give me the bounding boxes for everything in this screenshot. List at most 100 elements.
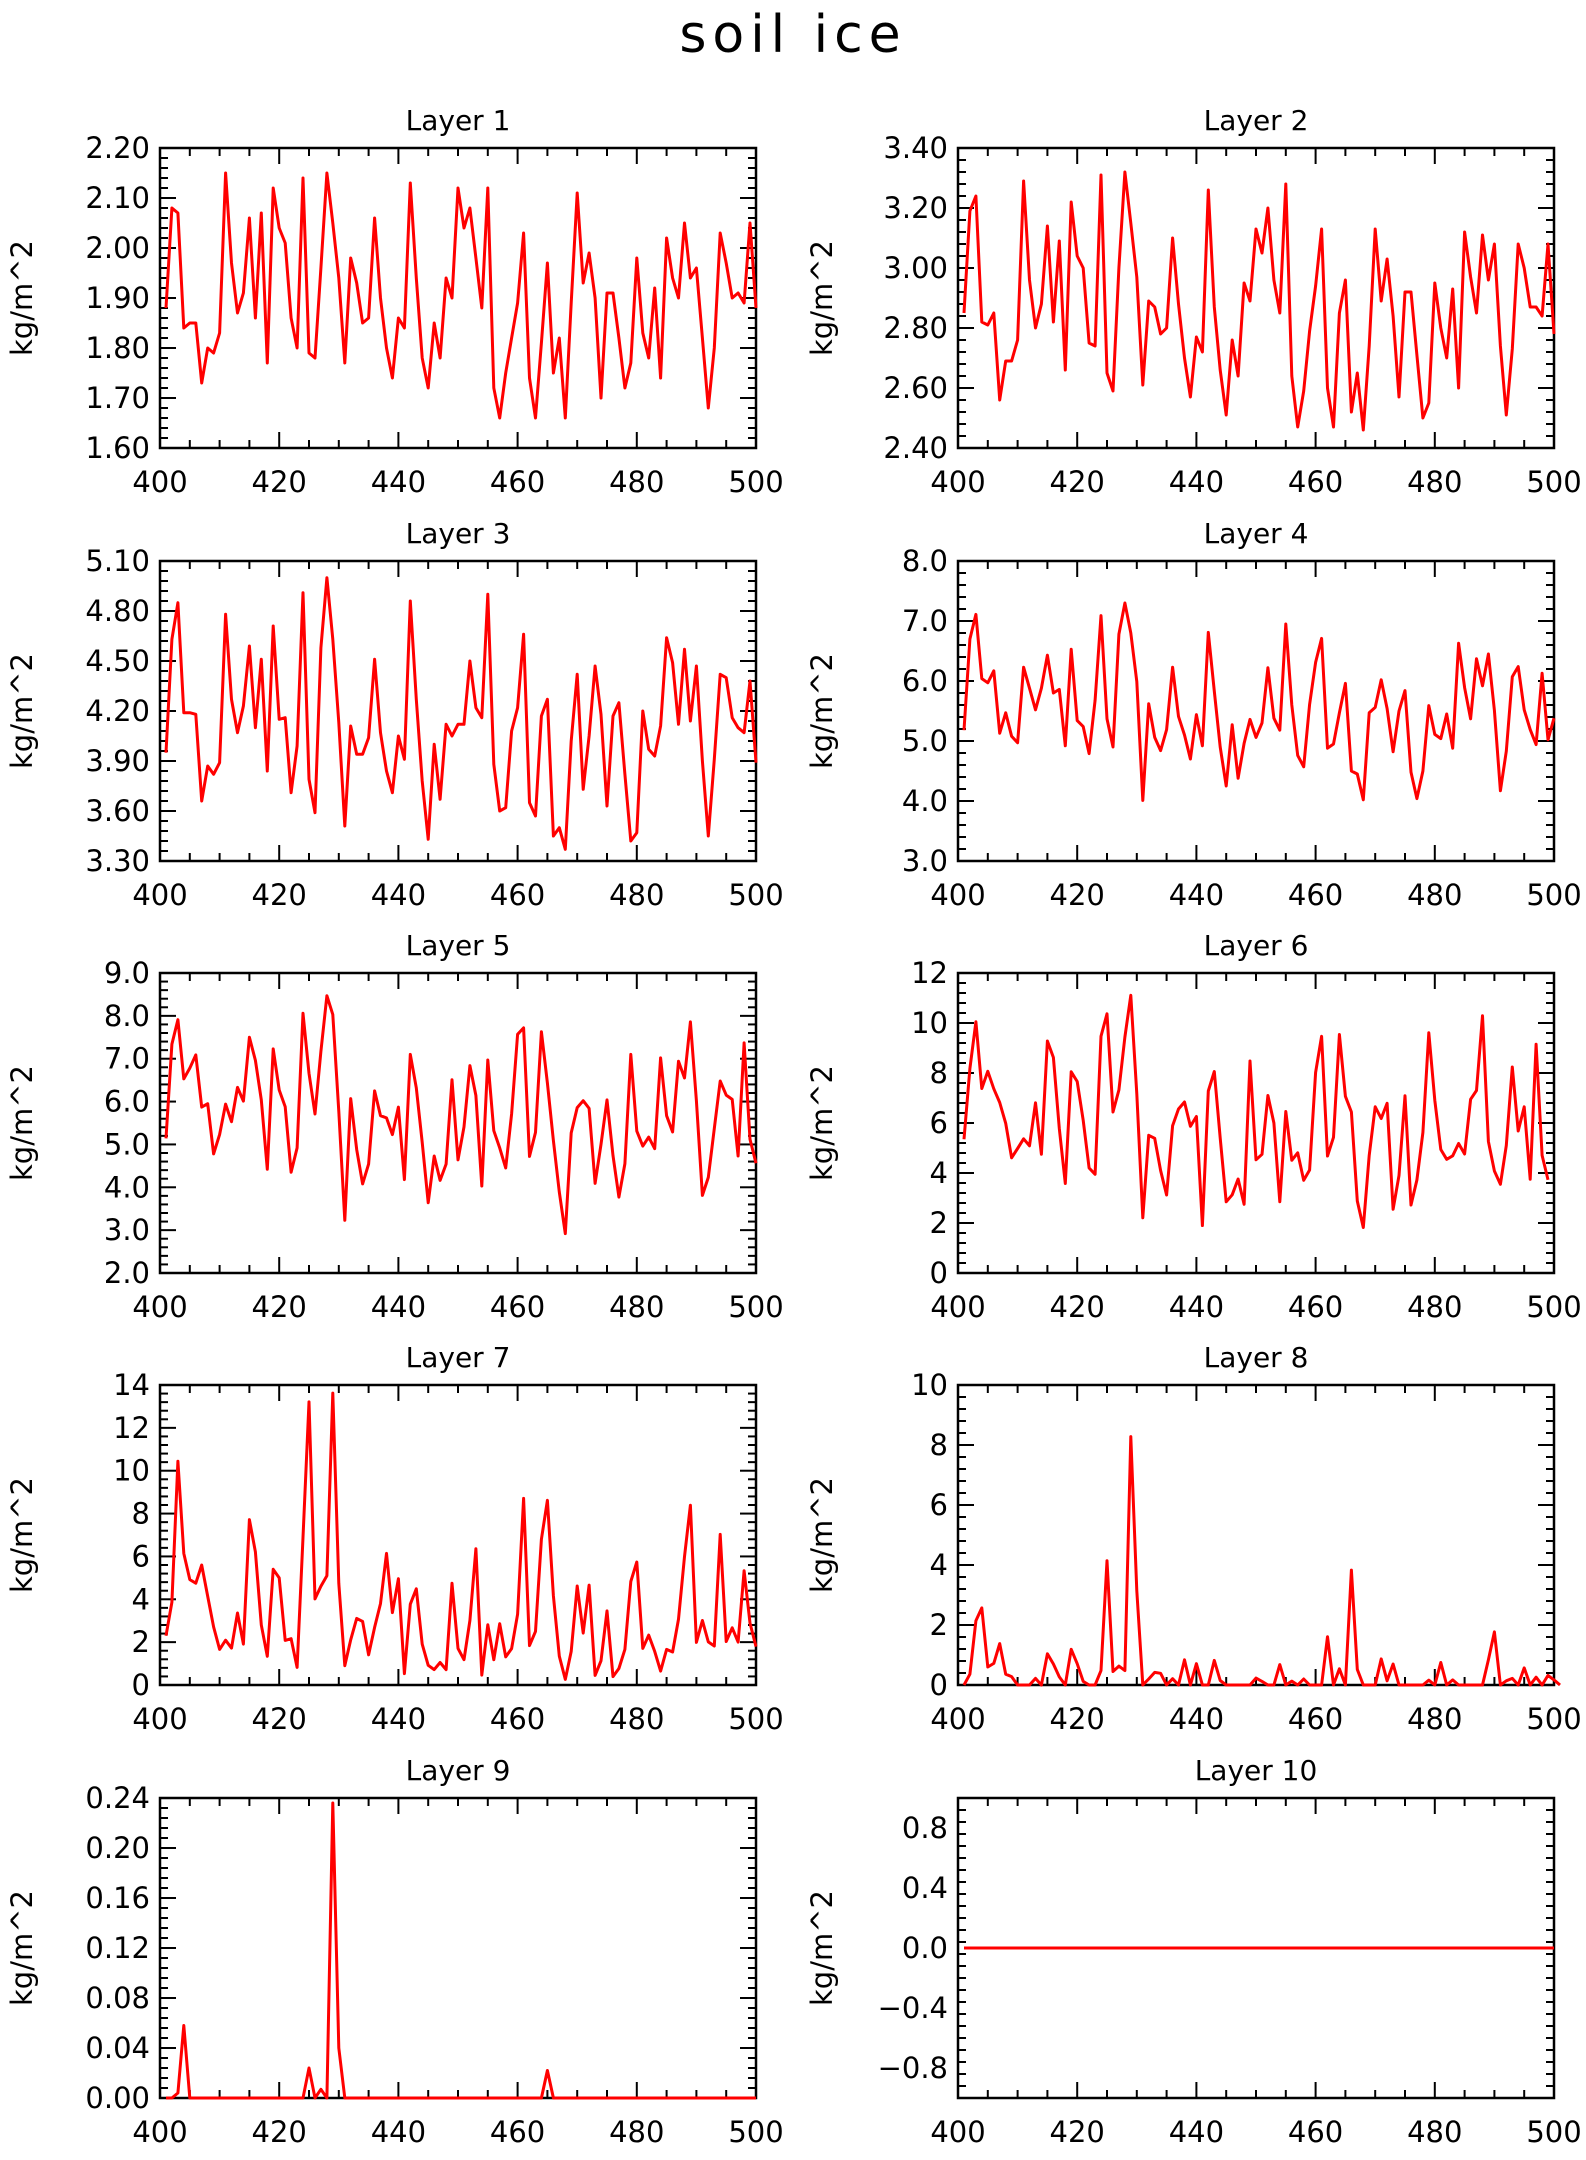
panel-4: Layer 4 400 420 440 460 480 500 3.0 4.0 5.0 6.0 7.0… [805,517,1582,912]
x-tick-label: 460 [1288,878,1343,912]
x-tick-label: 420 [1050,2115,1105,2149]
series-line [962,993,1550,1229]
x-tick-label: 420 [1050,878,1105,912]
x-tick-label: 400 [132,2115,187,2149]
panel-title: Layer 7 [406,1341,511,1374]
y-tick-label: 0.16 [85,1881,150,1915]
x-tick-label: 480 [1407,1290,1462,1324]
panel-1: Layer 1 400 420 440 460 480 500 1.60 1.70 1.80 1.9… [5,104,784,499]
x-tick-label: 480 [609,465,664,499]
x-tick-label: 500 [728,1290,783,1324]
y-tick-label: 2.80 [883,311,948,345]
x-tick-label: 440 [1169,465,1224,499]
panel-8: Layer 8 400 420 440 460 480 500 0 2 4 6 8 10 kg/m^2 [805,1341,1582,1736]
y-axis-label: kg/m^2 [5,653,39,769]
y-tick-label: 3.60 [85,794,150,828]
y-tick-label: 10 [911,1006,948,1040]
y-tick-label: 6.0 [104,1085,150,1119]
x-tick-label: 460 [490,1290,545,1324]
x-tick-label: 480 [609,1702,664,1736]
y-tick-label: 8.0 [104,999,150,1033]
series-line [962,170,1556,432]
y-tick-label: 2 [132,1625,150,1659]
x-tick-label: 480 [609,1290,664,1324]
x-tick-label: 440 [371,878,426,912]
x-tick-label: 400 [930,2115,985,2149]
x-tick-label: 440 [371,1702,426,1736]
y-tick-label: −0.4 [878,1991,948,2025]
y-tick-label: 4.0 [104,1170,150,1204]
series-line [164,994,758,1236]
y-tick-label: 5.0 [104,1127,150,1161]
y-axis-label: kg/m^2 [805,1065,839,1181]
y-tick-label: 4 [132,1582,150,1616]
x-tick-label: 440 [1169,1702,1224,1736]
y-tick-label: 2.00 [85,231,150,265]
plot-frame [956,146,1556,450]
x-tick-label: 420 [252,2115,307,2149]
y-tick-label: 0.8 [902,1811,948,1845]
panel-10: Layer 10 400 420 440 460 480 500 −0.8 −0.4 0.0 0.4… [805,1754,1582,2149]
y-tick-label: 2 [930,1206,948,1240]
x-tick-label: 420 [1050,1702,1105,1736]
y-tick-label: 0.0 [902,1931,948,1965]
y-tick-label: 1.80 [85,331,150,365]
panel-title: Layer 4 [1204,517,1309,550]
y-tick-label: 6 [930,1106,948,1140]
x-tick-label: 500 [728,2115,783,2149]
panel-2: Layer 2 400 420 440 460 480 500 2.40 2.60 2.80 3.0… [805,104,1582,499]
y-tick-label: 3.20 [883,191,948,225]
x-tick-label: 400 [930,465,985,499]
x-tick-label: 500 [1526,1702,1581,1736]
panel-title: Layer 5 [406,929,511,962]
y-tick-label: 2 [930,1608,948,1642]
y-tick-label: 3.00 [883,251,948,285]
y-axis-label: kg/m^2 [805,1890,839,2006]
y-axis-label: kg/m^2 [805,653,839,769]
panel-title: Layer 10 [1195,1754,1318,1787]
y-tick-label: 0.20 [85,1831,150,1865]
x-tick-label: 400 [132,1702,187,1736]
y-axis-label: kg/m^2 [5,1477,39,1593]
y-tick-label: 3.0 [902,844,948,878]
x-tick-label: 420 [252,1290,307,1324]
y-tick-label: 2.20 [85,131,150,165]
x-tick-label: 440 [371,465,426,499]
y-tick-label: 8.0 [902,544,948,578]
x-tick-label: 460 [1288,1290,1343,1324]
panel-9: Layer 9 400 420 440 460 480 500 0.00 0.04 0.08 0.1… [5,1754,784,2149]
series-line [962,1435,1561,1687]
y-tick-label: 4.50 [85,644,150,678]
x-tick-label: 400 [132,878,187,912]
plot-frame [956,559,1556,863]
y-tick-label: 0 [132,1668,150,1702]
panel-title: Layer 3 [406,517,511,550]
panel-title: Layer 2 [1204,104,1309,137]
x-tick-label: 500 [728,1702,783,1736]
y-tick-label: 9.0 [104,956,150,990]
y-tick-label: 4 [930,1548,948,1582]
x-tick-label: 420 [252,465,307,499]
y-tick-label: 0.08 [85,1981,150,2015]
y-tick-label: 4.80 [85,594,150,628]
x-tick-label: 480 [1407,878,1462,912]
x-tick-label: 460 [490,465,545,499]
y-tick-label: 8 [132,1497,150,1531]
plot-frame [158,1796,758,2100]
y-tick-label: 1.70 [85,381,150,415]
y-tick-label: 7.0 [902,604,948,638]
y-axis-label: kg/m^2 [5,1890,39,2006]
x-tick-label: 480 [1407,1702,1462,1736]
x-tick-label: 460 [1288,1702,1343,1736]
series-line [166,1801,756,2100]
y-tick-label: 6 [132,1539,150,1573]
y-tick-label: 8 [930,1428,948,1462]
x-tick-label: 480 [609,878,664,912]
x-tick-label: 400 [930,1290,985,1324]
x-tick-label: 440 [1169,878,1224,912]
y-tick-label: 12 [911,956,948,990]
y-tick-label: 0 [930,1668,948,1702]
panel-title: Layer 1 [406,104,511,137]
plot-frame [158,559,758,863]
